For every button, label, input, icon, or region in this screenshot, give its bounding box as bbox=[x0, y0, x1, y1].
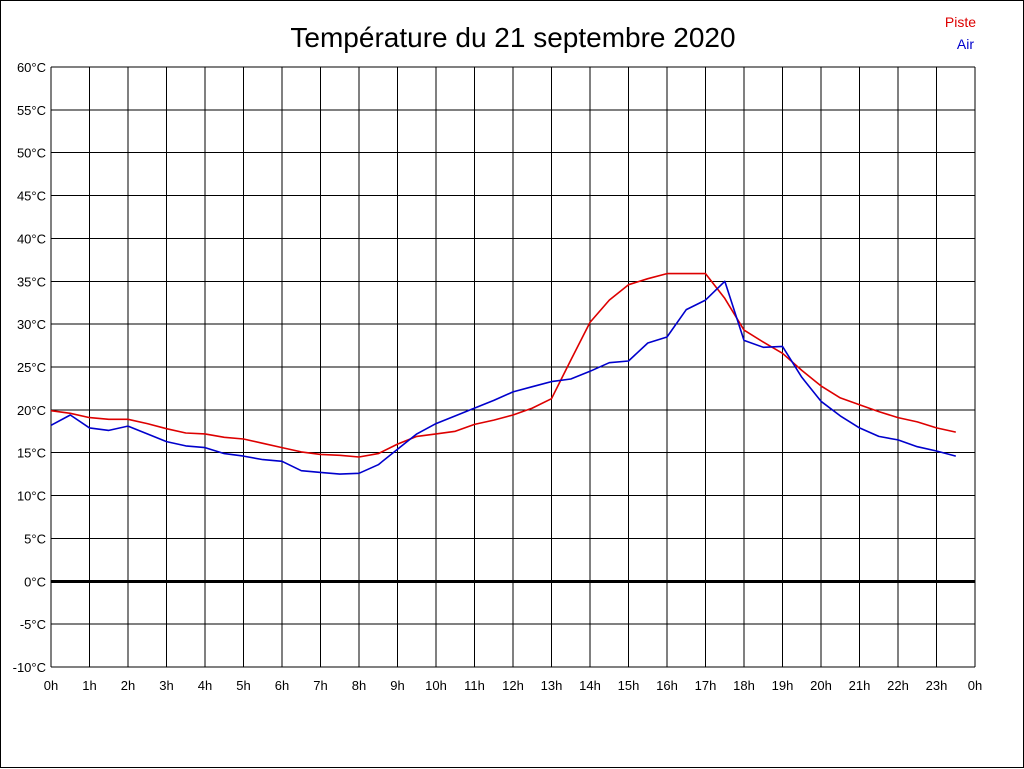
legend: Piste Air bbox=[945, 14, 976, 52]
y-tick-label: 0°C bbox=[24, 574, 46, 589]
x-tick-label: 15h bbox=[618, 678, 640, 693]
x-tick-label: 10h bbox=[425, 678, 447, 693]
x-tick-label: 12h bbox=[502, 678, 524, 693]
y-axis-ticks: 60°C 55°C 50°C 45°C 40°C 35°C 30°C 25°C 20°C 15°C… bbox=[13, 60, 46, 675]
grid bbox=[50, 66, 976, 668]
series-lines bbox=[50, 272, 957, 475]
x-tick-label: 3h bbox=[159, 678, 173, 693]
x-tick-label: 5h bbox=[236, 678, 250, 693]
y-tick-label: 20°C bbox=[17, 403, 46, 418]
x-tick-label: 16h bbox=[656, 678, 678, 693]
chart-title: Température du 21 septembre 2020 bbox=[290, 22, 735, 53]
x-tick-label: 22h bbox=[887, 678, 909, 693]
y-tick-label: 40°C bbox=[17, 231, 46, 246]
y-tick-label: 10°C bbox=[17, 489, 46, 504]
y-tick-label: 30°C bbox=[17, 317, 46, 332]
y-tick-label: -5°C bbox=[20, 617, 46, 632]
y-tick-label: 15°C bbox=[17, 446, 46, 461]
x-tick-label: 0h bbox=[968, 678, 982, 693]
x-tick-label: 4h bbox=[198, 678, 212, 693]
y-tick-label: 60°C bbox=[17, 60, 46, 75]
y-tick-label: 35°C bbox=[17, 274, 46, 289]
legend-piste: Piste bbox=[945, 14, 976, 30]
y-tick-label: 5°C bbox=[24, 531, 46, 546]
x-axis-ticks: 0h 1h 2h 3h 4h 5h 6h 7h 8h 9h 10h 11h 12h 13h 14h 15h 16… bbox=[44, 678, 982, 693]
x-tick-label: 13h bbox=[541, 678, 563, 693]
y-tick-label: 25°C bbox=[17, 360, 46, 375]
x-tick-label: 0h bbox=[44, 678, 58, 693]
series-line-air bbox=[50, 280, 957, 475]
y-tick-label: 50°C bbox=[17, 146, 46, 161]
x-tick-label: 9h bbox=[390, 678, 404, 693]
series-line-piste bbox=[50, 272, 956, 458]
x-tick-label: 18h bbox=[733, 678, 755, 693]
y-tick-label: 45°C bbox=[17, 189, 46, 204]
x-tick-label: 20h bbox=[810, 678, 832, 693]
x-tick-label: 21h bbox=[849, 678, 871, 693]
y-tick-label: 55°C bbox=[17, 103, 46, 118]
y-tick-label: -10°C bbox=[13, 660, 46, 675]
x-tick-label: 7h bbox=[313, 678, 327, 693]
x-tick-label: 6h bbox=[275, 678, 289, 693]
x-tick-label: 23h bbox=[926, 678, 948, 693]
x-tick-label: 17h bbox=[695, 678, 717, 693]
x-tick-label: 14h bbox=[579, 678, 601, 693]
x-tick-label: 11h bbox=[464, 678, 485, 693]
legend-air: Air bbox=[957, 36, 974, 52]
x-tick-label: 19h bbox=[772, 678, 794, 693]
x-tick-label: 8h bbox=[352, 678, 366, 693]
x-tick-label: 2h bbox=[121, 678, 135, 693]
x-tick-label: 1h bbox=[82, 678, 96, 693]
